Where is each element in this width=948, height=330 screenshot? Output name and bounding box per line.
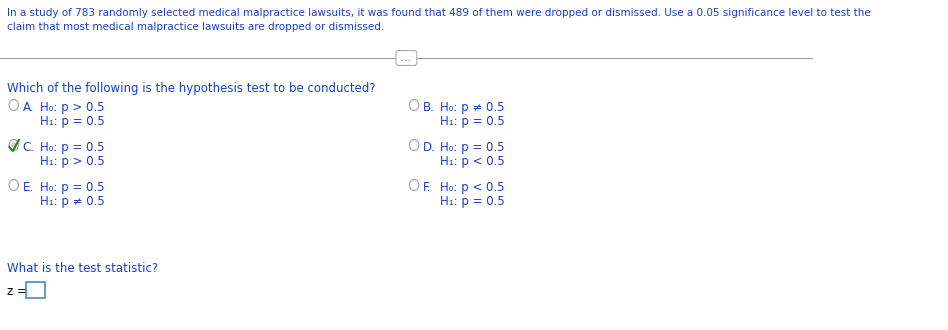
Text: …: … — [398, 53, 414, 63]
Text: H₀: p = 0.5: H₀: p = 0.5 — [40, 141, 104, 154]
Text: H₁: p > 0.5: H₁: p > 0.5 — [40, 155, 104, 168]
Text: F.: F. — [423, 181, 431, 194]
Text: claim that most medical malpractice lawsuits are dropped or dismissed.: claim that most medical malpractice laws… — [7, 22, 384, 32]
Text: H₀: p = 0.5: H₀: p = 0.5 — [40, 181, 104, 194]
Text: H₁: p < 0.5: H₁: p < 0.5 — [440, 155, 505, 168]
Circle shape — [11, 142, 16, 148]
Text: H₀: p = 0.5: H₀: p = 0.5 — [440, 141, 504, 154]
Text: B.: B. — [423, 101, 435, 114]
Text: H₀: p ≠ 0.5: H₀: p ≠ 0.5 — [440, 101, 504, 114]
Text: In a study of 783 randomly selected medical malpractice lawsuits, it was found t: In a study of 783 randomly selected medi… — [7, 8, 870, 18]
Text: H₀: p > 0.5: H₀: p > 0.5 — [40, 101, 104, 114]
Text: E.: E. — [23, 181, 34, 194]
FancyBboxPatch shape — [26, 282, 45, 298]
Text: H₁: p ≠ 0.5: H₁: p ≠ 0.5 — [40, 195, 104, 208]
Text: H₀: p < 0.5: H₀: p < 0.5 — [440, 181, 504, 194]
Text: Which of the following is the hypothesis test to be conducted?: Which of the following is the hypothesis… — [7, 82, 375, 95]
Text: H₁: p = 0.5: H₁: p = 0.5 — [40, 115, 104, 128]
Text: C.: C. — [23, 141, 35, 154]
Text: A.: A. — [23, 101, 34, 114]
Text: D.: D. — [423, 141, 436, 154]
Text: H₁: p = 0.5: H₁: p = 0.5 — [440, 115, 505, 128]
Text: What is the test statistic?: What is the test statistic? — [7, 262, 158, 275]
Text: H₁: p = 0.5: H₁: p = 0.5 — [440, 195, 505, 208]
Text: z =: z = — [7, 285, 30, 298]
